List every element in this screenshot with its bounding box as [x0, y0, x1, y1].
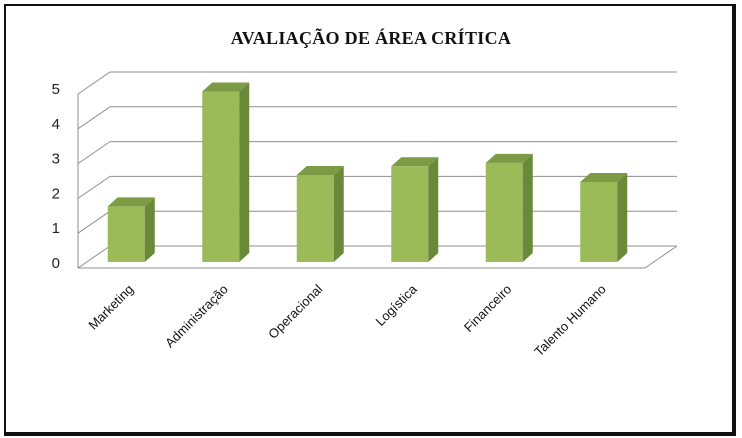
x-tick-label: Logística — [372, 281, 420, 329]
bar-side — [617, 172, 628, 262]
x-axis-labels: Marketing Administração Operacional Logísti… — [85, 281, 608, 359]
bar-top — [580, 172, 628, 182]
y-tick-label: 0 — [52, 255, 60, 272]
gridline-side — [77, 71, 111, 95]
bar — [391, 166, 429, 262]
x-tick-label: Administração — [162, 282, 231, 351]
gridline-side — [77, 210, 111, 234]
bar-top — [485, 153, 533, 163]
bar — [107, 206, 145, 262]
bars — [107, 82, 628, 262]
y-tick-label: 3 — [52, 151, 60, 168]
chart-title: AVALIAÇÃO DE ÁREA CRÍTICA — [230, 28, 512, 48]
floor-edge — [644, 245, 678, 269]
bar — [202, 91, 240, 262]
bar — [485, 162, 523, 262]
x-tick-label: Operacional — [265, 281, 325, 341]
bar-top — [296, 166, 344, 175]
x-tick-label: Financeiro — [461, 282, 515, 336]
bar-side — [428, 157, 439, 262]
bar-side — [522, 153, 533, 262]
y-axis-ticks: 0 1 2 3 4 5 — [52, 81, 60, 272]
y-tick-label: 4 — [52, 116, 60, 133]
bar-side — [144, 197, 155, 262]
bar-top — [107, 197, 155, 207]
x-tick-label: Talento Humano — [531, 282, 609, 360]
bar — [296, 175, 334, 262]
bar-top — [202, 82, 250, 92]
bar-top — [391, 157, 439, 167]
gridline-side — [77, 141, 111, 165]
x-tick-label: Marketing — [85, 282, 136, 333]
y-tick-label: 1 — [52, 220, 60, 237]
bar — [580, 181, 618, 262]
bar-side — [333, 166, 344, 262]
gridline-side — [77, 175, 111, 199]
gridline-side — [77, 106, 111, 130]
gridline-side — [77, 245, 111, 269]
y-tick-label: 5 — [52, 81, 60, 98]
y-tick-label: 2 — [52, 185, 60, 202]
bar-side — [239, 82, 250, 262]
